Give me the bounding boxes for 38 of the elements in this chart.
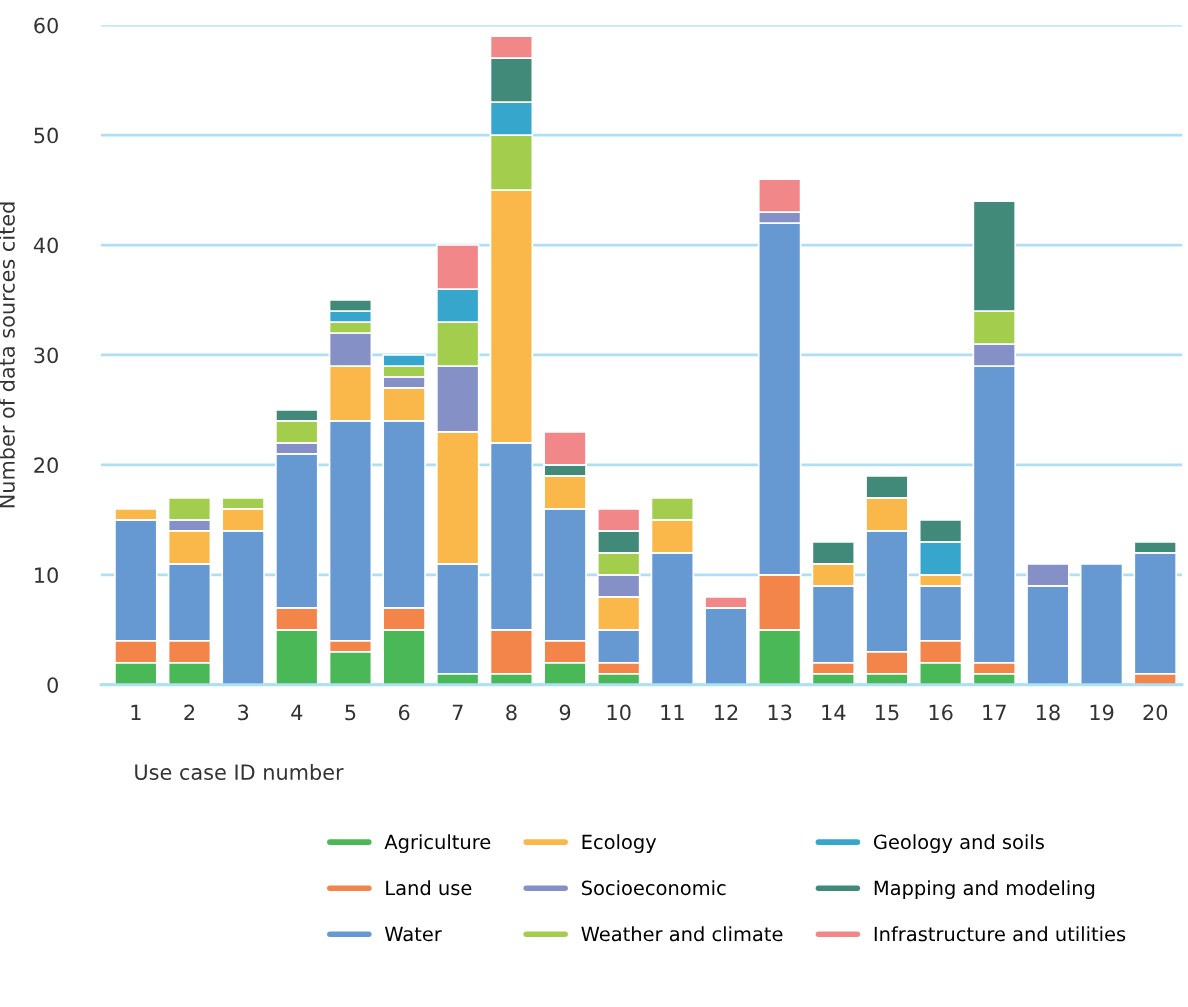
- y-tick-label: 30: [34, 347, 58, 364]
- y-tick-label: 50: [34, 127, 58, 144]
- y-tick-label: 20: [34, 457, 58, 474]
- x-tick-label: 17: [983, 704, 1006, 721]
- x-tick-label: 6: [398, 704, 410, 721]
- x-tick-label: 5: [345, 704, 356, 721]
- x-tick-label: 12: [715, 704, 738, 721]
- x-tick-label: 20: [1143, 704, 1168, 721]
- x-tick-label: 1: [131, 704, 141, 721]
- x-tick-label: 16: [929, 704, 953, 721]
- x-tick-label: 11: [661, 704, 684, 721]
- x-axis-title: Use case ID number: [135, 763, 344, 781]
- x-tick-label: 18: [1036, 704, 1060, 721]
- x-tick-label: 9: [559, 704, 571, 721]
- x-tick-label: 10: [607, 704, 631, 721]
- legend-label: Mapping and modeling: [874, 880, 1095, 900]
- x-tick-label: 2: [184, 704, 195, 721]
- y-tick-label: 0: [47, 677, 58, 693]
- y-tick-label: 60: [34, 17, 58, 34]
- legend-label: Land use: [386, 880, 472, 896]
- legend-label: Geology and soils: [873, 834, 1044, 853]
- legend-label: Water: [384, 926, 442, 942]
- x-tick-label: 15: [876, 704, 899, 721]
- x-tick-label: 19: [1090, 704, 1114, 721]
- bar: [1079, 563, 1124, 685]
- y-tick-label: 40: [33, 237, 58, 254]
- legend-label: Agriculture: [384, 834, 491, 853]
- x-tick-label: 13: [768, 704, 792, 721]
- x-tick-label: 4: [291, 704, 303, 721]
- x-tick-label: 14: [822, 704, 846, 721]
- x-tick-label: 3: [238, 704, 249, 721]
- x-tick-label: 7: [452, 704, 463, 721]
- y-tick-label: 10: [35, 567, 58, 584]
- legend-label: Socioeconomic: [581, 880, 726, 896]
- legend-label: Ecology: [582, 834, 657, 853]
- legend-label: Weather and climate: [581, 926, 783, 942]
- x-tick-label: 8: [506, 704, 517, 721]
- legend-label: Infrastructure and utilities: [874, 926, 1126, 942]
